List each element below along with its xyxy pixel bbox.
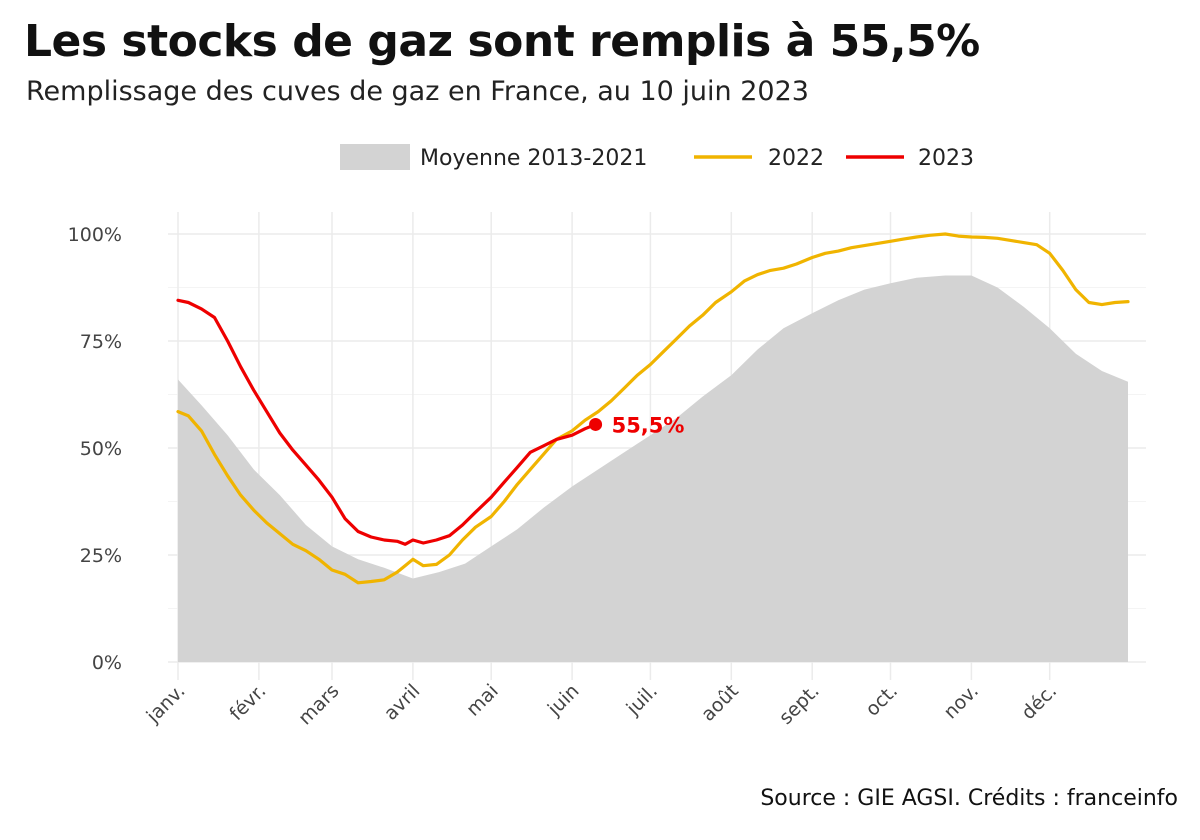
x-tick-label: nov. [939, 680, 982, 723]
series-2023-line [176, 298, 598, 546]
x-tick-label: oct. [861, 680, 902, 721]
legend-label-average: Moyenne 2013-2021 [420, 146, 647, 171]
legend-label-2022: 2022 [768, 146, 824, 171]
x-tick-label: avril [380, 680, 425, 725]
annotation-point [589, 417, 603, 431]
y-tick-label: 50% [80, 438, 122, 460]
y-tick-label: 25% [80, 545, 122, 567]
legend-label-2023: 2023 [918, 146, 974, 171]
y-axis: 0% 25% 50% 75% 100% [68, 224, 122, 674]
chart-legend: Moyenne 2013-2021 2022 2023 [340, 144, 974, 171]
x-tick-label: juin [543, 680, 584, 721]
x-tick-label: mai [462, 680, 503, 721]
legend-swatch-average [340, 144, 410, 170]
chart-subtitle: Remplissage des cuves de gaz en France, … [26, 76, 809, 107]
annotation-label: 55,5% [612, 413, 685, 437]
x-tick-label: août [697, 680, 743, 726]
y-tick-label: 75% [80, 331, 122, 353]
y-tick-label: 0% [92, 652, 122, 674]
chart-title: Les stocks de gaz sont remplis à 55,5% [24, 16, 980, 67]
x-tick-label: mars [294, 680, 343, 729]
x-tick-label: déc. [1017, 680, 1061, 724]
chart-plot-area [176, 232, 1130, 662]
y-tick-label: 100% [68, 224, 122, 246]
x-tick-label: sept. [775, 680, 824, 729]
chart-annotation: 55,5% [589, 413, 684, 437]
source-credit: Source : GIE AGSI. Crédits : franceinfo [760, 786, 1178, 811]
series-2022-line [176, 232, 1130, 585]
x-axis: janv. févr. mars avril mai juin juil. août sept.… [142, 680, 1062, 729]
x-tick-label: janv. [142, 680, 190, 728]
x-tick-label: févr. [225, 680, 270, 725]
series-average-area [178, 275, 1128, 662]
x-tick-label: juil. [622, 680, 662, 720]
